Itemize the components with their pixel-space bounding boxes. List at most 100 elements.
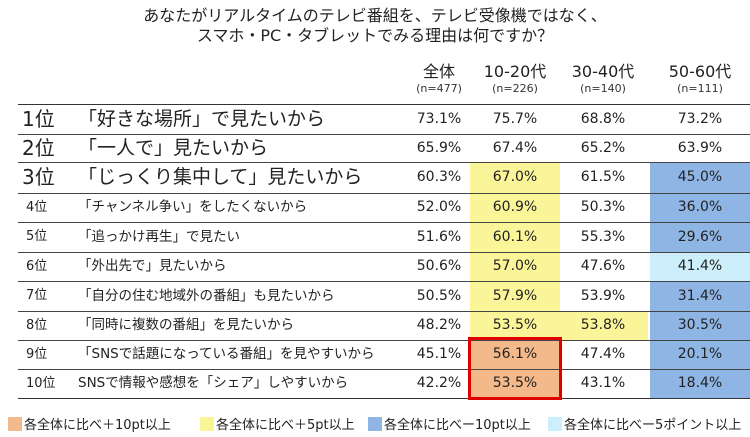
column-sample-size: (n=140) (580, 82, 626, 95)
percentage-cell: 50.6% (416, 258, 462, 274)
cell-fill (650, 194, 750, 222)
percentage-cell: 45.1% (416, 346, 462, 362)
row-divider (18, 222, 750, 223)
percentage-cell: 60.1% (492, 229, 538, 245)
reason-label: 「好きな場所」で見たいから (78, 108, 326, 130)
percentage-cell: 20.1% (677, 346, 723, 362)
column-sample-size: (n=477) (416, 82, 462, 95)
percentage-cell: 18.4% (677, 375, 723, 391)
percentage-cell: 50.5% (416, 288, 462, 304)
cell-fill (650, 282, 750, 311)
percentage-cell: 67.4% (492, 140, 538, 156)
rank-label: 1位 (22, 107, 55, 131)
cell-fill (650, 163, 750, 193)
cell-fill (650, 370, 750, 398)
rank-label: 3位 (22, 165, 55, 189)
row-divider (18, 311, 750, 312)
percentage-cell: 68.8% (580, 111, 626, 127)
percentage-cell: 42.2% (416, 375, 462, 391)
percentage-cell: 55.3% (580, 229, 626, 245)
legend-label: 各全体に比べ＋10pt以上 (24, 418, 171, 433)
percentage-cell: 60.3% (416, 169, 462, 185)
legend-swatch (200, 416, 214, 431)
column-header: 10-20代 (483, 62, 547, 81)
legend-item: 各全体に比べ＋10pt以上 (8, 414, 171, 433)
cell-fill (470, 312, 560, 340)
reason-label: 「自分の住む地域外の番組」も見たいから (78, 288, 335, 304)
percentage-cell: 73.2% (677, 111, 723, 127)
percentage-cell: 45.0% (677, 169, 723, 185)
percentage-cell: 30.5% (677, 317, 723, 333)
percentage-cell: 31.4% (677, 288, 723, 304)
column-sample-size: (n=111) (677, 82, 723, 95)
cell-fill (470, 282, 560, 311)
rank-label: 8位 (26, 318, 48, 333)
legend: 各全体に比べ＋10pt以上 各全体に比べ＋5pt以上 各全体に比べー10pt以上 各全… (0, 414, 750, 434)
reason-label: SNSで情報や感想を「シェア」しやすいから (78, 375, 349, 391)
percentage-cell: 29.6% (677, 229, 723, 245)
percentage-cell: 57.9% (492, 288, 538, 304)
percentage-cell: 47.6% (580, 258, 626, 274)
cell-fill (470, 223, 560, 252)
row-divider (18, 134, 750, 135)
percentage-cell: 73.1% (416, 111, 462, 127)
percentage-cell: 48.2% (416, 317, 462, 333)
percentage-cell: 53.5% (492, 375, 538, 391)
rank-label: 7位 (26, 288, 48, 303)
percentage-cell: 36.0% (677, 199, 723, 215)
reason-label: 「SNSで話題になっている番組」を見やすいから (78, 346, 375, 362)
cell-fill (470, 370, 560, 398)
row-divider (18, 162, 750, 163)
percentage-cell: 53.8% (580, 317, 626, 333)
row-divider (18, 252, 750, 253)
cell-fill (470, 341, 560, 369)
reason-label: 「じっくり集中して」見たいから (78, 166, 363, 188)
row-divider (18, 104, 750, 105)
reason-label: 「チャンネル争い」をしたくないから (78, 199, 308, 215)
percentage-cell: 65.2% (580, 140, 626, 156)
percentage-cell: 75.7% (492, 111, 538, 127)
row-divider (18, 340, 750, 341)
reason-label: 「追っかけ再生」で見たい (78, 229, 240, 245)
legend-swatch (8, 416, 22, 431)
legend-label: 各全体に比べー10pt以上 (384, 418, 531, 433)
legend-item: 各全体に比べ＋5pt以上 (200, 414, 355, 433)
percentage-cell: 56.1% (492, 346, 538, 362)
chart-title-line2: スマホ・PC・タブレットでみる理由は何ですか？ (196, 26, 554, 45)
rank-label: 6位 (26, 259, 48, 274)
reason-label: 「一人で」見たいから (78, 137, 269, 159)
cell-fill (650, 253, 750, 281)
rank-label: 4位 (26, 200, 48, 215)
reason-label: 「外出先で」見たいから (78, 258, 227, 274)
cell-fill (470, 253, 560, 281)
cell-fill (558, 312, 648, 340)
legend-swatch (548, 416, 562, 431)
highlight-box (468, 337, 562, 400)
rank-label: 5位 (26, 229, 48, 244)
percentage-cell: 51.6% (416, 229, 462, 245)
percentage-cell: 52.0% (416, 199, 462, 215)
percentage-cell: 53.9% (580, 288, 626, 304)
cell-fill (650, 312, 750, 340)
percentage-cell: 67.0% (492, 169, 538, 185)
cell-fill (650, 341, 750, 369)
cell-fill (470, 163, 560, 193)
percentage-cell: 57.0% (492, 258, 538, 274)
cell-fill (470, 194, 560, 222)
column-sample-size: (n=226) (492, 82, 538, 95)
percentage-cell: 61.5% (580, 169, 626, 185)
percentage-cell: 50.3% (580, 199, 626, 215)
percentage-cell: 41.4% (677, 258, 723, 274)
row-divider (18, 369, 750, 370)
legend-item: 各全体に比べー10pt以上 (368, 414, 531, 433)
percentage-cell: 43.1% (580, 375, 626, 391)
column-header: 全体 (422, 62, 455, 81)
percentage-cell: 60.9% (492, 199, 538, 215)
row-divider (18, 281, 750, 282)
legend-label: 各全体に比べ＋5pt以上 (216, 418, 355, 433)
percentage-cell: 53.5% (492, 317, 538, 333)
row-divider (18, 398, 750, 399)
column-header: 30-40代 (571, 62, 635, 81)
column-header: 50-60代 (668, 62, 732, 81)
cell-fill (650, 223, 750, 252)
